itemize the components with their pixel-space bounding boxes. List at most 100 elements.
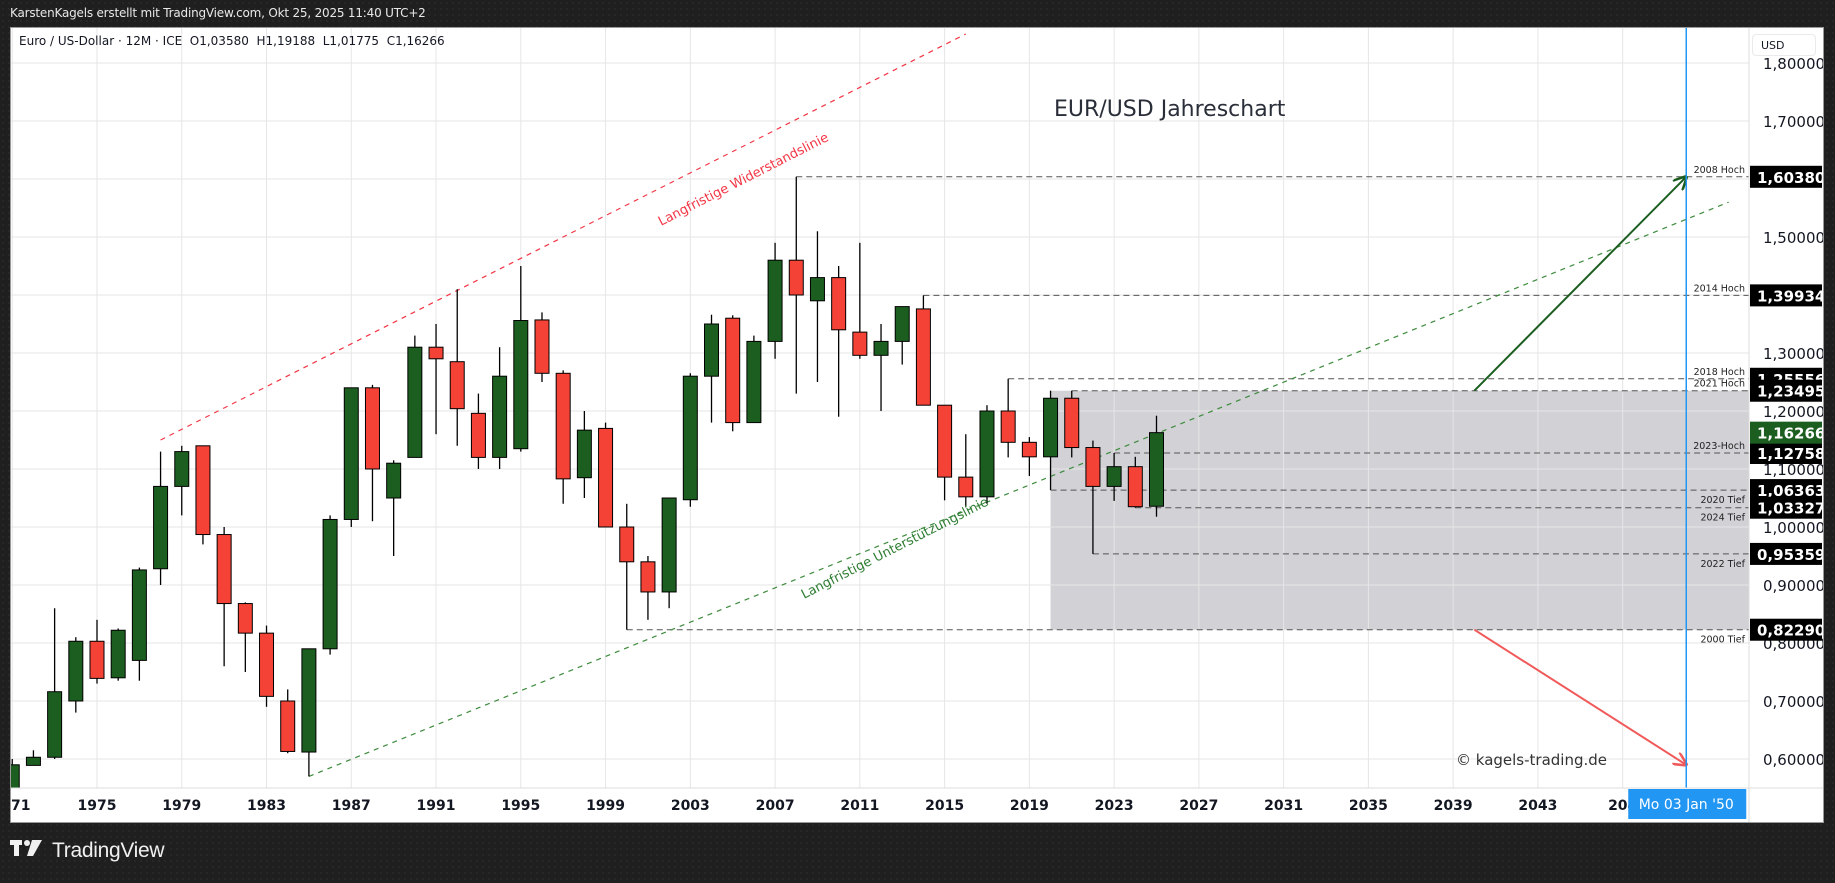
candle-down[interactable] [619,503,635,630]
chart-title-annotation[interactable]: EUR/USD Jahreschart [1054,97,1286,122]
candle-down[interactable] [470,393,486,469]
candle-body [958,476,974,498]
candle-down[interactable] [1085,440,1101,554]
resistance-label[interactable]: Langfristige Widerstandslinie [656,130,831,229]
candle-up[interactable] [131,567,147,681]
candle-down[interactable] [259,625,275,707]
candle-body [725,317,741,424]
bullish-projection-arrow-icon[interactable] [1473,177,1686,392]
candle-up[interactable] [110,628,126,681]
candle-down[interactable] [89,619,105,684]
price-axis-unit-button[interactable]: USD [1752,34,1816,56]
candle-body [619,526,635,563]
level-price-badge[interactable]: 1,23495 [1750,379,1824,402]
bearish-projection-arrow-icon[interactable] [1473,628,1686,765]
price-tick: 1,70000 [1763,113,1824,131]
candle-down[interactable] [195,445,211,545]
candle-up[interactable] [979,405,995,504]
candle-down[interactable] [640,556,656,620]
candle-down[interactable] [915,295,931,406]
price-tick: 1,20000 [1763,403,1824,421]
candle-up[interactable] [873,324,889,411]
candle-down[interactable] [555,370,571,504]
candle-down[interactable] [428,324,444,435]
candle-down[interactable] [449,289,465,446]
chart-panel[interactable]: Euro / US-Dollar · 12M · ICE O1,03580 H1… [10,27,1824,823]
time-tick: 2031 [1264,798,1303,814]
candle-up[interactable] [174,445,190,516]
candle-up[interactable] [68,637,84,713]
candle-down[interactable] [364,384,380,522]
level-price-badge[interactable]: 0,95359 [1750,542,1824,565]
candle-up[interactable] [407,335,423,458]
candle-down[interactable] [725,315,741,432]
candle-up[interactable] [1149,415,1164,517]
candle-up[interactable] [11,759,20,788]
candle-up[interactable] [301,648,317,777]
level-label: 2008 Hoch [1694,165,1745,176]
candle-body [343,387,359,520]
time-tick: 1975 [78,798,117,814]
price-badge-bg [1750,379,1822,402]
date-badge-text: Mo 03 Jan '50 [1639,797,1734,813]
level-price-badge[interactable]: 1,06363 [1750,479,1824,502]
level-price-badge[interactable]: 1,03327 [1750,496,1824,519]
candle-body [407,346,423,458]
plot-area[interactable]: EUR/USD Jahreschart Langfristige Widersta… [11,28,1749,788]
candle-down[interactable] [958,434,974,508]
candle-body [492,375,508,458]
candle-down[interactable] [937,404,953,501]
candle-down[interactable] [852,242,868,359]
candle-down[interactable] [534,312,550,382]
price-badge-bg [1750,442,1822,465]
candle-up[interactable] [25,750,41,766]
level-price-badge[interactable]: 1,60380 [1750,165,1824,188]
support-label[interactable]: Langfristige Unterstützungslinie [799,495,991,603]
price-tick: 0,60000 [1763,751,1824,769]
level-label: 2000 Tief [1700,635,1745,646]
candle-up[interactable] [682,373,698,507]
candle-body [322,518,338,650]
candle-up[interactable] [809,231,825,382]
candle-up[interactable] [661,497,677,609]
tradingview-brand: TradingView [10,838,165,864]
candle-body [1000,410,1016,443]
time-tick: 2015 [925,798,964,814]
current-price-badge[interactable]: 1,16266 [1750,421,1824,444]
candle-body [1043,397,1059,458]
date-badge-bg [1628,789,1747,819]
candle-down[interactable] [1064,390,1080,458]
candle-up[interactable] [1106,453,1122,501]
candle-up[interactable] [1043,390,1059,491]
candle-up[interactable] [767,242,783,359]
price-badge-text: 1,23495 [1757,383,1824,401]
candle-down[interactable] [598,422,614,528]
level-price-badge[interactable]: 0,82290 [1750,618,1824,641]
candle-up[interactable] [513,266,529,452]
candle-up[interactable] [894,306,910,365]
candle-up[interactable] [322,515,338,655]
candle-down[interactable] [831,266,847,417]
candle-down[interactable] [237,602,253,672]
candle-body [534,319,550,374]
candle-body [89,640,105,679]
level-price-badge[interactable]: 1,39934 [1750,284,1824,307]
candlestick-chart[interactable]: EUR/USD Jahreschart Langfristige Widersta… [11,28,1824,823]
candle-down[interactable] [1000,378,1016,458]
candle-up[interactable] [343,387,359,527]
candle-down[interactable] [1021,437,1037,476]
resistance-trendline[interactable] [160,33,967,441]
candle-up[interactable] [153,451,169,585]
candle-up[interactable] [576,411,592,498]
candle-up[interactable] [492,347,508,469]
candle-up[interactable] [386,460,402,556]
level-price-badge[interactable]: 1,12758 [1750,442,1824,465]
copyright-annotation[interactable]: © kagels-trading.de [1456,751,1607,769]
candle-up[interactable] [746,335,762,424]
candle-up[interactable] [47,608,63,759]
candle-down[interactable] [216,527,232,667]
candle-down[interactable] [1127,456,1143,508]
candle-down[interactable] [788,176,804,394]
candle-down[interactable] [280,689,296,754]
candle-up[interactable] [704,314,720,423]
